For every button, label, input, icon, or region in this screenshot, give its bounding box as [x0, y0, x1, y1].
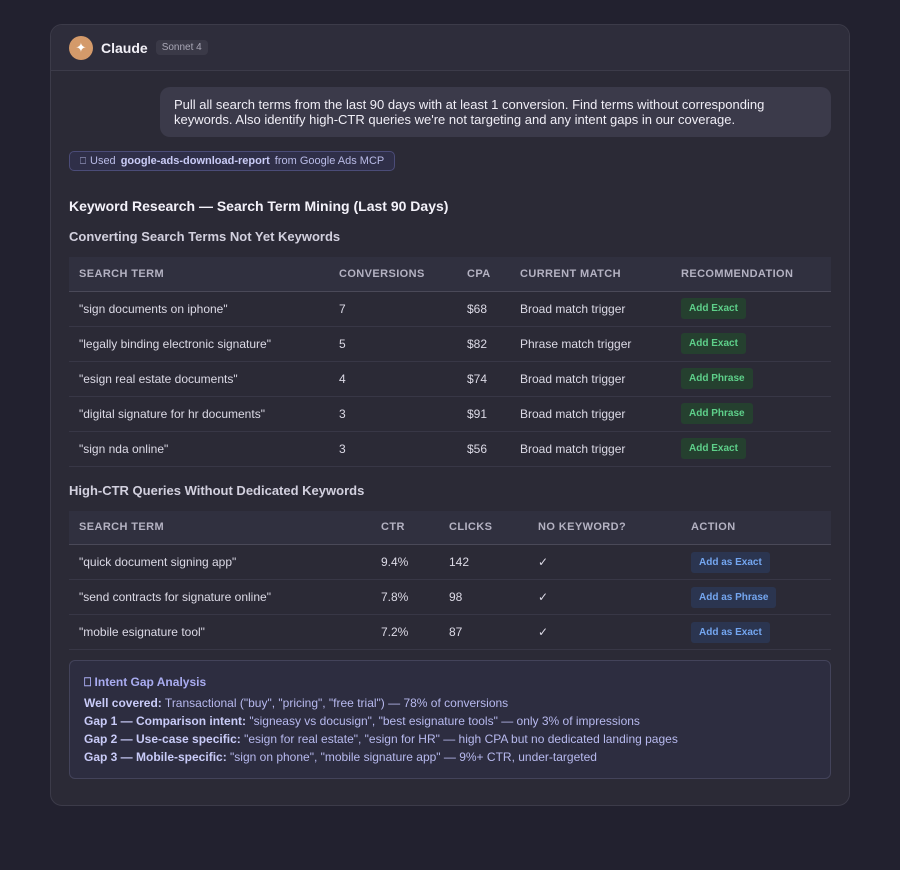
clicks-cell: 87 [439, 614, 528, 650]
column-header: ACTION [681, 510, 831, 545]
search-term-cell: "digital signature for hr documents" [69, 396, 329, 432]
table-row: "sign nda online" 3 $56 Broad match trig… [69, 431, 831, 467]
column-header: SEARCH TERM [69, 510, 371, 545]
checkmark-icon: ✓ [528, 614, 681, 650]
converting-terms-table: SEARCH TERM CONVERSIONS CPA CURRENT MATC… [69, 257, 831, 467]
gap-line-text: "signeasy vs docusign", "best esignature… [246, 714, 640, 728]
ctr-cell: 7.2% [371, 614, 439, 650]
gap-line: Well covered: Transactional ("buy", "pri… [84, 694, 816, 712]
intent-gap-title: ⎕ Intent Gap Analysis [84, 673, 816, 691]
checkmark-icon: ✓ [528, 544, 681, 580]
search-term-cell: "send contracts for signature online" [69, 579, 371, 615]
action-badge: Add as Exact [691, 621, 770, 643]
search-term-cell: "sign nda online" [69, 431, 329, 467]
table-row: "digital signature for hr documents" 3 $… [69, 396, 831, 432]
cpa-cell: $91 [457, 396, 510, 432]
gap-line-label: Gap 2 — Use-case specific: [84, 732, 241, 746]
search-term-cell: "sign documents on iphone" [69, 291, 329, 327]
recommendation-badge: Add Phrase [681, 403, 753, 424]
match-cell: Phrase match trigger [510, 326, 671, 362]
intent-gap-panel: ⎕ Intent Gap Analysis Well covered: Tran… [69, 660, 831, 779]
user-message: Pull all search terms from the last 90 d… [160, 87, 831, 137]
chat-window: ✦ Claude Sonnet 4 Pull all search terms … [50, 24, 850, 806]
table-row: "esign real estate documents" 4 $74 Broa… [69, 361, 831, 397]
analysis-icon: ⎕ [84, 675, 92, 689]
gap-line: Gap 1 — Comparison intent: "signeasy vs … [84, 712, 816, 730]
table-header-row: SEARCH TERM CONVERSIONS CPA CURRENT MATC… [69, 257, 831, 292]
search-term-cell: "quick document signing app" [69, 544, 371, 580]
table-row: "sign documents on iphone" 7 $68 Broad m… [69, 291, 831, 327]
report-title: Keyword Research — Search Term Mining (L… [69, 198, 449, 214]
gap-line-text: "sign on phone", "mobile signature app" … [226, 750, 597, 764]
recommendation-badge: Add Exact [681, 298, 746, 319]
title-bar: ✦ Claude Sonnet 4 [51, 25, 849, 71]
table-row: "mobile esignature tool" 7.2% 87 ✓ Add a… [69, 614, 831, 650]
app-name: Claude [101, 39, 148, 56]
conversions-cell: 3 [329, 431, 457, 467]
table-row: "send contracts for signature online" 7.… [69, 579, 831, 615]
column-header: RECOMMENDATION [671, 257, 831, 292]
checkmark-icon: ✓ [528, 579, 681, 615]
column-header: SEARCH TERM [69, 257, 329, 292]
clicks-cell: 98 [439, 579, 528, 615]
clicks-cell: 142 [439, 544, 528, 580]
match-cell: Broad match trigger [510, 361, 671, 397]
table-row: "legally binding electronic signature" 5… [69, 326, 831, 362]
conversions-cell: 3 [329, 396, 457, 432]
column-header: NO KEYWORD? [528, 510, 681, 545]
gap-line: Gap 3 — Mobile-specific: "sign on phone"… [84, 748, 816, 766]
match-cell: Broad match trigger [510, 431, 671, 467]
search-term-cell: "mobile esignature tool" [69, 614, 371, 650]
high-ctr-table: SEARCH TERM CTR CLICKS NO KEYWORD? ACTIO… [69, 510, 831, 650]
gap-line-label: Well covered: [84, 696, 162, 710]
tool-suffix: from Google Ads MCP [274, 155, 385, 167]
conversation: Pull all search terms from the last 90 d… [51, 71, 849, 779]
table-row: "quick document signing app" 9.4% 142 ✓ … [69, 544, 831, 580]
section-title-high-ctr: High-CTR Queries Without Dedicated Keywo… [69, 482, 365, 498]
column-header: CTR [371, 510, 439, 545]
gap-line-text: Transactional ("buy", "pricing", "free t… [161, 696, 509, 710]
match-cell: Broad match trigger [510, 396, 671, 432]
conversions-cell: 5 [329, 326, 457, 362]
tool-use-pill[interactable]: ⎕ Used google-ads-download-report from G… [69, 151, 396, 171]
column-header: CURRENT MATCH [510, 257, 671, 292]
section-title-converting-terms: Converting Search Terms Not Yet Keywords [69, 229, 341, 244]
cpa-cell: $68 [457, 291, 510, 327]
intent-gap-title-text: Intent Gap Analysis [94, 675, 207, 689]
column-header: CLICKS [439, 510, 528, 545]
table-header-row: SEARCH TERM CTR CLICKS NO KEYWORD? ACTIO… [69, 510, 831, 545]
gap-line-label: Gap 3 — Mobile-specific: [84, 750, 227, 764]
tool-icon: ⎕ [80, 155, 86, 167]
gap-line-label: Gap 1 — Comparison intent: [84, 714, 247, 728]
cpa-cell: $82 [457, 326, 510, 362]
tool-prefix: Used [90, 155, 116, 167]
tool-name: google-ads-download-report [120, 155, 270, 167]
cpa-cell: $56 [457, 431, 510, 467]
claude-logo-icon: ✦ [69, 35, 93, 60]
search-term-cell: "legally binding electronic signature" [69, 326, 329, 362]
search-term-cell: "esign real estate documents" [69, 361, 329, 397]
column-header: CONVERSIONS [329, 257, 457, 292]
recommendation-badge: Add Exact [681, 438, 746, 459]
column-header: CPA [457, 257, 510, 292]
gap-line: Gap 2 — Use-case specific: "esign for re… [84, 730, 816, 748]
recommendation-badge: Add Phrase [681, 368, 753, 389]
conversions-cell: 4 [329, 361, 457, 397]
cpa-cell: $74 [457, 361, 510, 397]
conversions-cell: 7 [329, 291, 457, 327]
recommendation-badge: Add Exact [681, 333, 746, 354]
action-badge: Add as Exact [691, 551, 770, 573]
ctr-cell: 7.8% [371, 579, 439, 615]
model-badge[interactable]: Sonnet 4 [155, 40, 208, 55]
match-cell: Broad match trigger [510, 291, 671, 327]
gap-line-text: "esign for real estate", "esign for HR" … [240, 732, 678, 746]
ctr-cell: 9.4% [371, 544, 439, 580]
action-badge: Add as Phrase [691, 586, 777, 608]
